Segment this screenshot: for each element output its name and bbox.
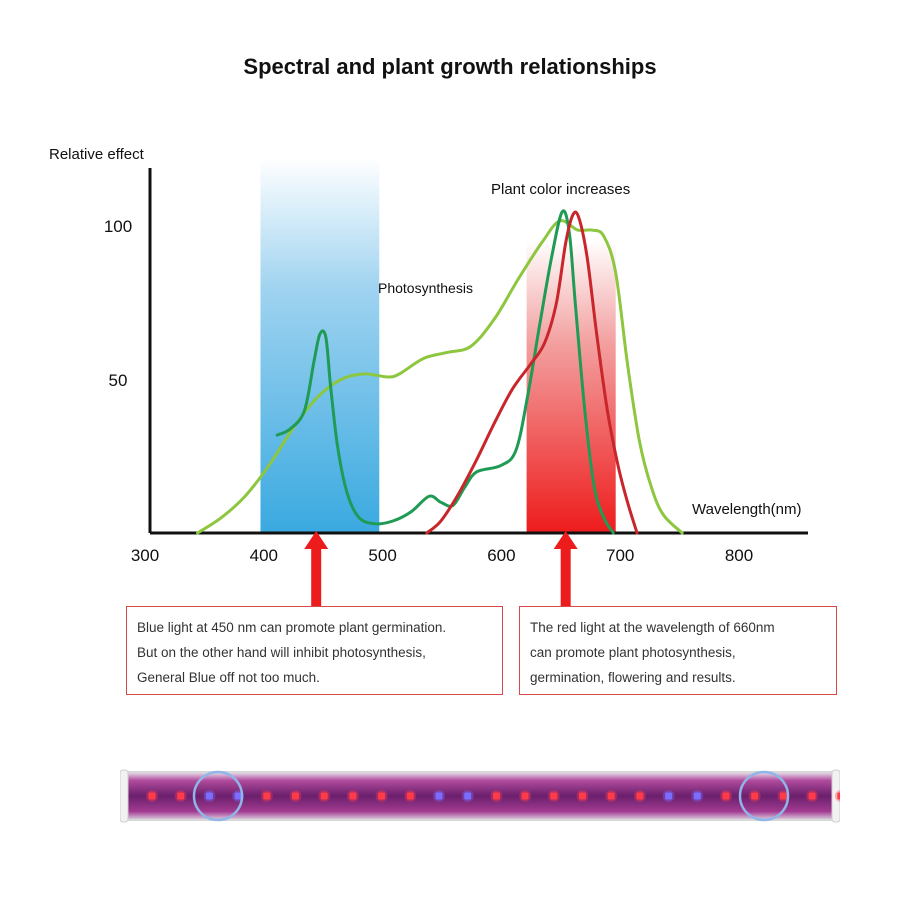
led-red-core	[808, 792, 816, 800]
highlight-ring-blue	[192, 770, 244, 822]
red-callout-line: The red light at the wavelength of 660nm	[530, 620, 775, 635]
led-blue-core	[464, 792, 472, 800]
led-red-core	[779, 792, 787, 800]
led-red-core	[579, 792, 586, 800]
blue-callout-line: General Blue off not too much.	[137, 670, 320, 685]
led-red-core	[349, 792, 357, 800]
led-red-core	[148, 792, 156, 800]
led-red-core	[492, 792, 500, 800]
blue-light-callout: Blue light at 450 nm can promote plant g…	[126, 606, 503, 695]
led-tube-endcap-left	[120, 769, 129, 823]
arrow-red	[553, 531, 578, 606]
led-red-core	[607, 792, 615, 800]
x-tick-label: 800	[725, 546, 753, 565]
led-blue-core	[205, 792, 213, 800]
led-red-core	[177, 792, 185, 800]
arrow-blue	[304, 531, 329, 606]
led-grow-light-strip	[120, 769, 840, 823]
led-red-core	[636, 792, 644, 800]
blue-callout-line: Blue light at 450 nm can promote plant g…	[137, 620, 447, 635]
led-red-core	[550, 792, 558, 800]
plant-color-annotation: Plant color increases	[491, 181, 630, 198]
x-axis-label: Wavelength(nm)	[692, 501, 801, 518]
led-tube-endcap-right	[831, 769, 840, 823]
x-tick-label: 400	[250, 546, 278, 565]
led-red-core	[263, 792, 271, 800]
led-red-core	[521, 792, 529, 800]
x-tick-label: 700	[606, 546, 634, 565]
chart-title: Spectral and plant growth relationships	[243, 54, 657, 79]
red-light-callout: The red light at the wavelength of 660nm…	[519, 606, 837, 695]
led-blue-core	[234, 792, 242, 800]
red-callout-line: can promote plant photosynthesis,	[530, 645, 736, 660]
led-blue-core	[693, 792, 701, 800]
led-blue-core	[435, 792, 443, 800]
led-red-core	[378, 792, 386, 800]
led-red-core	[320, 792, 328, 800]
x-tick-label: 500	[368, 546, 396, 565]
red-callout-line: germination, flowering and results.	[530, 670, 736, 685]
y-tick-label: 50	[109, 371, 128, 390]
band-blue	[260, 158, 380, 533]
photosynthesis-annotation: Photosynthesis	[378, 280, 473, 296]
x-tick-label: 600	[487, 546, 515, 565]
y-axis-label: Relative effect	[49, 146, 145, 163]
series-line-2	[425, 210, 639, 535]
highlight-ring-red	[738, 770, 790, 822]
y-tick-label: 100	[104, 217, 132, 236]
blue-callout-line: But on the other hand will inhibit photo…	[137, 645, 426, 660]
led-blue-core	[665, 792, 673, 800]
x-tick-label: 300	[131, 546, 159, 565]
led-red-core	[751, 792, 759, 800]
led-red-core	[722, 792, 730, 800]
led-red-core	[837, 792, 840, 800]
led-red-core	[292, 792, 299, 800]
led-red-core	[406, 792, 414, 800]
band-red	[526, 240, 616, 533]
